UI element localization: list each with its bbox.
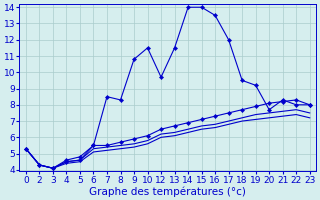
X-axis label: Graphe des températures (°c): Graphe des températures (°c) (89, 186, 246, 197)
